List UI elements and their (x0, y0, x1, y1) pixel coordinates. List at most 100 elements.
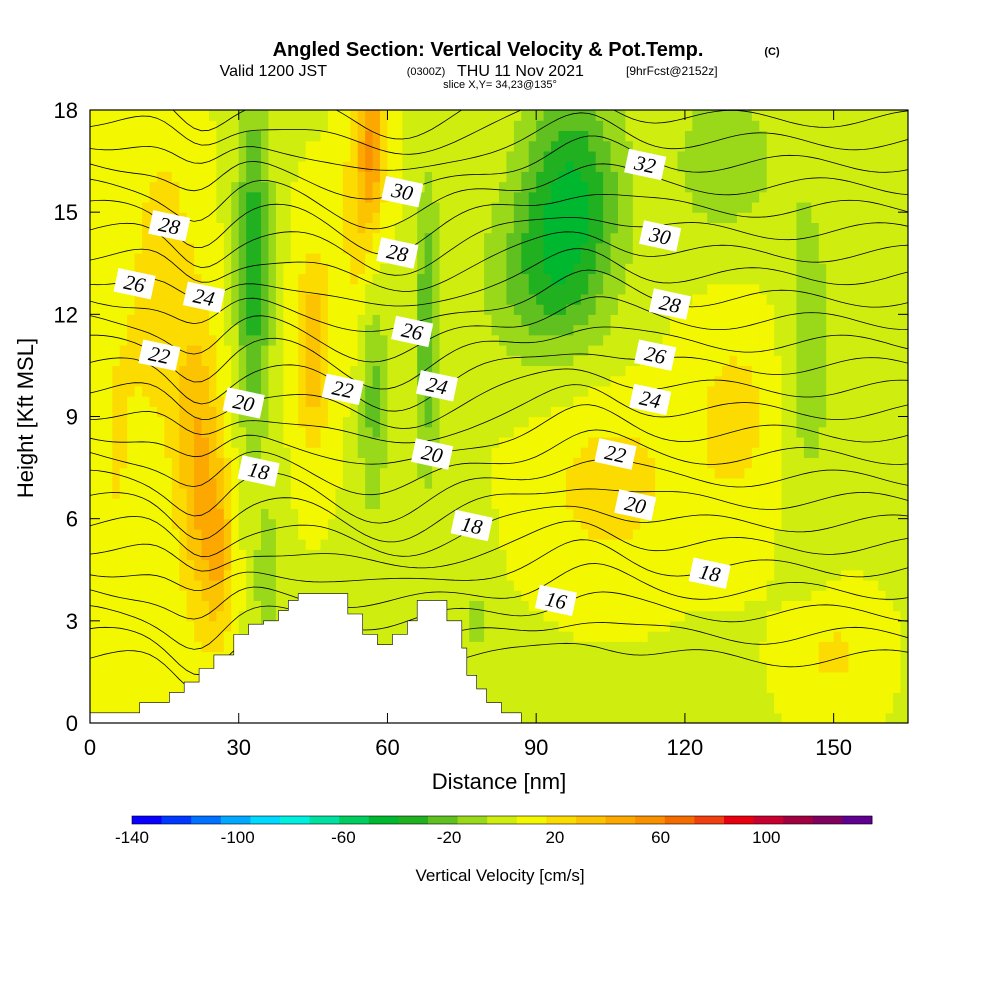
velocity-cell (632, 263, 641, 275)
velocity-cell (156, 232, 165, 244)
velocity-cell (335, 293, 344, 305)
velocity-cell (119, 559, 128, 571)
velocity-cell (432, 324, 441, 336)
velocity-cell (216, 641, 225, 653)
velocity-cell (528, 620, 537, 632)
velocity-cell (335, 569, 344, 581)
velocity-cell (528, 477, 537, 489)
velocity-cell (469, 600, 478, 612)
velocity-cell (662, 488, 671, 499)
velocity-cell (127, 692, 136, 704)
velocity-cell (625, 467, 634, 479)
velocity-cell (372, 385, 381, 397)
velocity-cell (632, 365, 641, 377)
velocity-cell (290, 232, 299, 244)
velocity-cell (268, 396, 277, 407)
velocity-cell (610, 365, 619, 377)
velocity-cell (454, 283, 463, 295)
velocity-cell (499, 334, 508, 346)
velocity-cell (640, 283, 649, 295)
velocity-cell (171, 477, 180, 489)
velocity-cell (402, 161, 411, 172)
velocity-cell (394, 140, 403, 152)
velocity-cell (127, 406, 136, 418)
velocity-cell (357, 539, 366, 550)
velocity-cell (394, 406, 403, 418)
velocity-cell (469, 212, 478, 223)
velocity-cell (171, 590, 180, 601)
velocity-cell (142, 661, 151, 673)
velocity-cell (305, 314, 314, 326)
velocity-cell (164, 110, 173, 121)
velocity-cell (461, 579, 470, 591)
velocity-cell (357, 344, 366, 356)
velocity-cell (588, 477, 597, 489)
velocity-cell (670, 436, 679, 448)
velocity-cell (305, 110, 314, 121)
velocity-cell (588, 488, 597, 499)
velocity-cell (536, 355, 545, 367)
velocity-cell (551, 712, 560, 723)
velocity-cell (90, 498, 99, 510)
velocity-cell (223, 610, 232, 622)
velocity-cell (253, 447, 262, 458)
velocity-cell (149, 549, 158, 561)
velocity-cell (699, 671, 708, 683)
velocity-cell (142, 477, 151, 489)
velocity-cell (179, 171, 188, 183)
velocity-cell (350, 110, 359, 121)
velocity-cell (112, 457, 121, 469)
velocity-cell (104, 488, 113, 499)
velocity-cell (305, 232, 314, 244)
velocity-cell (625, 549, 634, 561)
velocity-cell (655, 692, 664, 704)
velocity-cell (499, 682, 508, 693)
velocity-cell (699, 355, 708, 367)
velocity-cell (194, 559, 203, 571)
velocity-cell (357, 528, 366, 540)
velocity-cell (298, 273, 307, 285)
velocity-cell (558, 671, 567, 683)
velocity-cell (365, 253, 374, 264)
velocity-cell (290, 324, 299, 336)
velocity-cell (573, 488, 582, 499)
velocity-cell (357, 406, 366, 418)
velocity-cell (171, 324, 180, 336)
velocity-cell (573, 344, 582, 356)
velocity-cell (90, 385, 99, 397)
velocity-cell (461, 293, 470, 305)
velocity-cell (164, 436, 173, 448)
velocity-cell (670, 171, 679, 183)
velocity-cell (97, 600, 106, 612)
velocity-cell (558, 631, 567, 642)
velocity-cell (409, 426, 418, 438)
velocity-cell (298, 344, 307, 356)
velocity-cell (104, 222, 113, 234)
velocity-cell (261, 590, 270, 601)
velocity-cell (134, 232, 143, 244)
velocity-cell (692, 671, 701, 683)
velocity-cell (402, 508, 411, 520)
velocity-cell (454, 140, 463, 152)
velocity-cell (469, 161, 478, 172)
velocity-cell (365, 528, 374, 540)
velocity-cell (655, 631, 664, 642)
velocity-cell (662, 477, 671, 489)
velocity-cell (186, 651, 195, 663)
velocity-cell (684, 140, 693, 152)
velocity-cell (231, 293, 240, 305)
velocity-cell (461, 140, 470, 152)
velocity-cell (119, 620, 128, 632)
velocity-cell (640, 242, 649, 254)
velocity-cell (551, 201, 560, 213)
velocity-cell (97, 304, 106, 315)
velocity-cell (424, 355, 433, 367)
velocity-cell (662, 334, 671, 346)
velocity-cell (216, 181, 225, 193)
velocity-cell (499, 661, 508, 673)
velocity-cell (97, 283, 106, 295)
velocity-cell (156, 324, 165, 336)
velocity-cell (216, 549, 225, 561)
velocity-cell (208, 416, 218, 428)
vertical-velocity-field (90, 110, 908, 723)
